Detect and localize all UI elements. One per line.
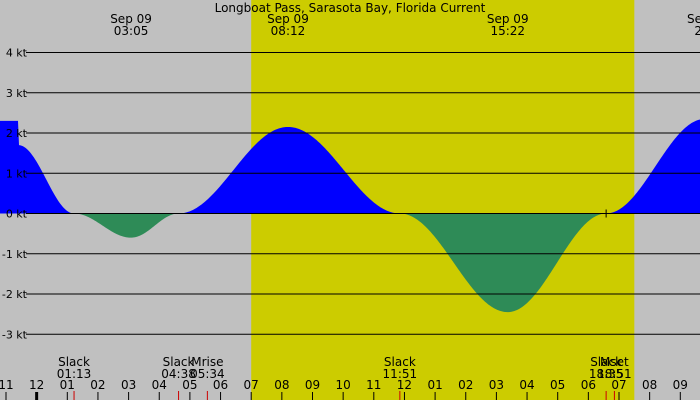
- x-tick-label: 12: [397, 378, 412, 392]
- event-label: Slack: [58, 355, 90, 369]
- x-tick-label: 03: [489, 378, 504, 392]
- y-tick-label: 4 kt: [6, 47, 28, 60]
- y-tick-label: -1 kt: [2, 248, 28, 261]
- x-tick-label: 08: [642, 378, 657, 392]
- x-tick-label: 11: [0, 378, 14, 392]
- x-tick-label: 06: [581, 378, 596, 392]
- x-tick-label: 03: [121, 378, 136, 392]
- extremum-date: Sep 09: [110, 12, 152, 26]
- y-tick-label: 3 kt: [6, 87, 28, 100]
- y-tick-label: 0 kt: [6, 208, 28, 221]
- flood-current-area: [0, 119, 700, 214]
- x-tick-label: 05: [182, 378, 197, 392]
- x-tick-label: 04: [519, 378, 534, 392]
- x-tick-label: 01: [60, 378, 75, 392]
- y-tick-label: -2 kt: [2, 288, 28, 301]
- x-tick-label: 10: [336, 378, 351, 392]
- x-tick-label: 02: [458, 378, 473, 392]
- y-tick-label: -3 kt: [2, 328, 28, 341]
- extremum-time: 03:05: [114, 24, 149, 38]
- x-tick-label: 09: [673, 378, 688, 392]
- chart-title: Longboat Pass, Sarasota Bay, Florida Cur…: [215, 1, 486, 15]
- extremum-date: Sep 09: [267, 12, 309, 26]
- x-tick-label: 01: [427, 378, 442, 392]
- event-time: 18:35: [589, 367, 624, 381]
- event-label: Slack: [384, 355, 416, 369]
- x-axis-ticks: 11 12 01 02 03 04 05 06 07 08 09 10 11 12 01 02 03 04 05 06…: [0, 378, 688, 400]
- current-area-layer: [0, 119, 700, 313]
- y-tick-label: 2 kt: [6, 127, 28, 140]
- y-tick-label: 1 kt: [6, 167, 28, 180]
- event-time: 04:38: [161, 367, 196, 381]
- event-time: 05:34: [190, 367, 225, 381]
- event-label: Slack: [163, 355, 195, 369]
- x-tick-label: 02: [90, 378, 105, 392]
- extremum-time: 15:22: [490, 24, 525, 38]
- x-tick-label: 08: [274, 378, 289, 392]
- extremum-date: Sep 09: [487, 12, 529, 26]
- x-tick-label: 07: [611, 378, 626, 392]
- event-time: 01:13: [57, 367, 92, 381]
- y-axis-labels: 4 kt 3 kt 2 kt 1 kt 0 kt -1 kt -2 kt -3 kt: [2, 47, 28, 342]
- x-tick-label: 05: [550, 378, 565, 392]
- extremum-date: Sep 09: [687, 12, 700, 26]
- x-tick-label: 11: [366, 378, 381, 392]
- x-tick-label: 07: [244, 378, 259, 392]
- x-tick-label: 04: [152, 378, 167, 392]
- event-time: 11:51: [383, 367, 418, 381]
- x-tick-label: 09: [305, 378, 320, 392]
- extremum-time: 21:1: [694, 24, 700, 38]
- extremum-time: 08:12: [271, 24, 306, 38]
- event-label: Mrise: [191, 355, 223, 369]
- event-label: Slack: [590, 355, 622, 369]
- x-tick-label: 12: [29, 378, 44, 392]
- ebb-current-area: [0, 213, 700, 313]
- event-labels: Slack01:13Slack04:38Mrise05:34Slack11:51…: [57, 355, 632, 400]
- gridline-layer: [26, 52, 700, 335]
- event-time: 18:51: [597, 367, 632, 381]
- x-tick-label: 06: [213, 378, 228, 392]
- event-label: Mset: [600, 355, 629, 369]
